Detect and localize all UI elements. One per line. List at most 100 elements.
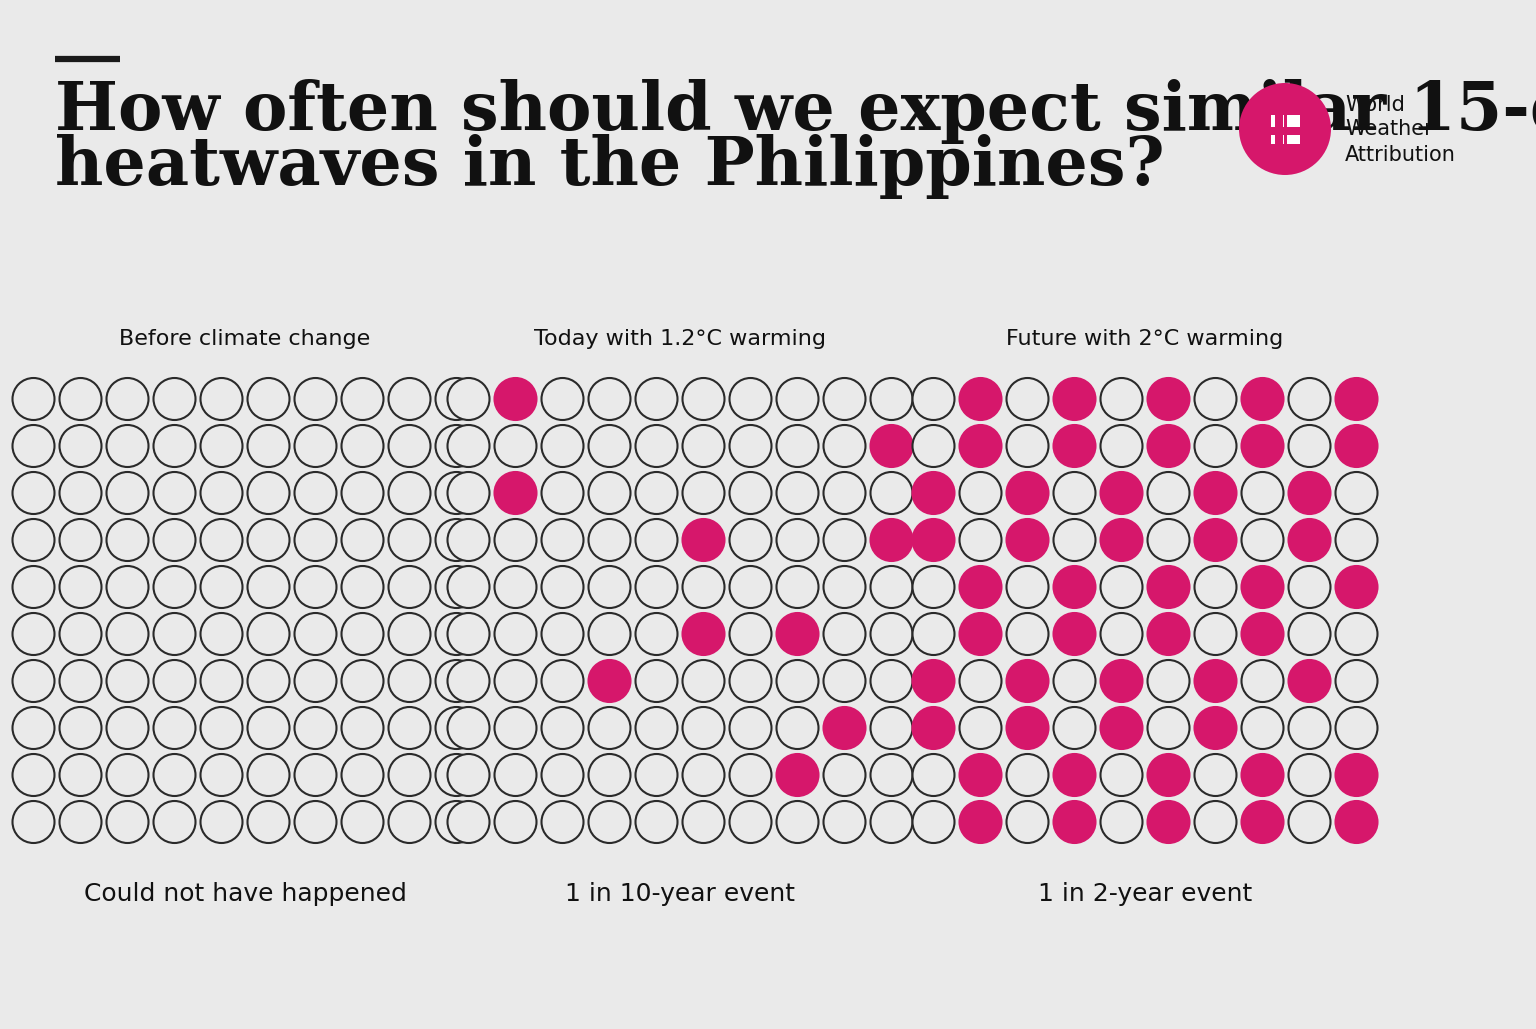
Circle shape (1006, 472, 1049, 514)
Circle shape (682, 472, 725, 514)
Circle shape (1241, 472, 1284, 514)
Circle shape (341, 425, 384, 467)
FancyBboxPatch shape (1275, 114, 1283, 128)
FancyBboxPatch shape (1270, 127, 1284, 135)
Circle shape (341, 707, 384, 749)
Circle shape (341, 613, 384, 655)
Circle shape (1241, 566, 1284, 608)
Circle shape (777, 754, 819, 796)
Circle shape (542, 660, 584, 702)
Circle shape (60, 707, 101, 749)
Circle shape (636, 566, 677, 608)
Circle shape (1289, 566, 1330, 608)
Circle shape (1100, 519, 1143, 561)
Circle shape (960, 613, 1001, 655)
Circle shape (1335, 425, 1378, 467)
Circle shape (588, 707, 630, 749)
Circle shape (1289, 613, 1330, 655)
Circle shape (60, 754, 101, 796)
Circle shape (1147, 613, 1189, 655)
Circle shape (247, 425, 289, 467)
Circle shape (436, 472, 478, 514)
Circle shape (871, 613, 912, 655)
Circle shape (823, 425, 865, 467)
Circle shape (588, 472, 630, 514)
Circle shape (201, 472, 243, 514)
Circle shape (1147, 425, 1189, 467)
Circle shape (1195, 472, 1236, 514)
Circle shape (636, 613, 677, 655)
Circle shape (60, 660, 101, 702)
Circle shape (730, 613, 771, 655)
Circle shape (1335, 801, 1378, 843)
Circle shape (295, 660, 336, 702)
Circle shape (1289, 425, 1330, 467)
Circle shape (295, 754, 336, 796)
Circle shape (495, 801, 536, 843)
Circle shape (960, 378, 1001, 420)
Circle shape (1100, 566, 1143, 608)
Circle shape (960, 425, 1001, 467)
Circle shape (912, 613, 954, 655)
Circle shape (1100, 613, 1143, 655)
Circle shape (1195, 425, 1236, 467)
Circle shape (1195, 660, 1236, 702)
Circle shape (295, 566, 336, 608)
Circle shape (341, 801, 384, 843)
Circle shape (1054, 801, 1095, 843)
Circle shape (436, 801, 478, 843)
Circle shape (588, 801, 630, 843)
Circle shape (106, 425, 149, 467)
Circle shape (1335, 613, 1378, 655)
Circle shape (247, 472, 289, 514)
Circle shape (960, 801, 1001, 843)
Circle shape (12, 660, 54, 702)
Text: World: World (1346, 95, 1405, 115)
Circle shape (871, 660, 912, 702)
Circle shape (1100, 425, 1143, 467)
Text: 1 in 10-year event: 1 in 10-year event (565, 882, 796, 906)
Circle shape (1054, 613, 1095, 655)
Circle shape (542, 754, 584, 796)
Circle shape (247, 754, 289, 796)
Circle shape (247, 707, 289, 749)
Circle shape (201, 707, 243, 749)
Circle shape (1006, 613, 1049, 655)
Circle shape (154, 425, 195, 467)
Circle shape (12, 425, 54, 467)
Text: Could not have happened: Could not have happened (83, 882, 407, 906)
Circle shape (636, 378, 677, 420)
Circle shape (154, 472, 195, 514)
Circle shape (823, 613, 865, 655)
Circle shape (542, 566, 584, 608)
Circle shape (60, 566, 101, 608)
Circle shape (777, 566, 819, 608)
Circle shape (912, 519, 954, 561)
Circle shape (201, 754, 243, 796)
Text: Future with 2°C warming: Future with 2°C warming (1006, 329, 1284, 349)
Circle shape (154, 519, 195, 561)
Circle shape (247, 566, 289, 608)
Circle shape (1054, 378, 1095, 420)
Circle shape (389, 707, 430, 749)
Circle shape (823, 660, 865, 702)
Circle shape (777, 472, 819, 514)
Circle shape (1241, 613, 1284, 655)
Circle shape (871, 801, 912, 843)
Circle shape (1054, 472, 1095, 514)
Circle shape (682, 566, 725, 608)
Circle shape (730, 801, 771, 843)
Text: Today with 1.2°C warming: Today with 1.2°C warming (535, 329, 826, 349)
Circle shape (912, 378, 954, 420)
Circle shape (295, 378, 336, 420)
Circle shape (60, 801, 101, 843)
Text: How often should we expect similar 15-day: How often should we expect similar 15-da… (55, 79, 1536, 145)
Circle shape (871, 566, 912, 608)
Circle shape (12, 801, 54, 843)
Circle shape (1195, 801, 1236, 843)
Circle shape (730, 660, 771, 702)
Text: heatwaves in the Philippines?: heatwaves in the Philippines? (55, 134, 1164, 199)
Circle shape (871, 425, 912, 467)
Circle shape (730, 378, 771, 420)
FancyBboxPatch shape (1287, 127, 1299, 135)
